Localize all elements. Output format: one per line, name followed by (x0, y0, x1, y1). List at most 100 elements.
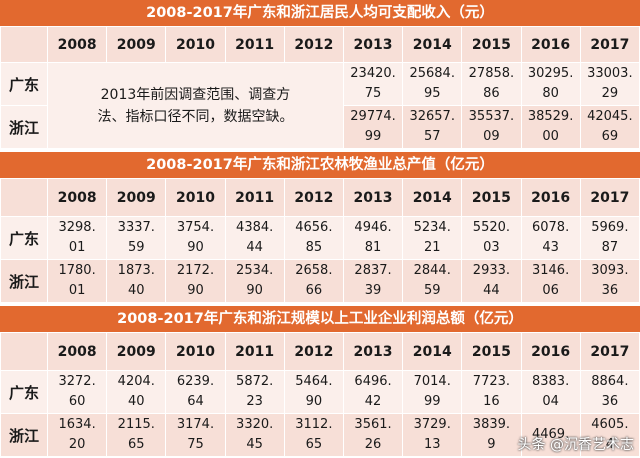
table-row-guangdong: 广东 3272. 60 4204. 40 6239. 64 5872. 23 5464.… (0, 370, 640, 414)
value-cell: 2844. 59 (402, 259, 463, 303)
year-header: 2009 (106, 178, 167, 217)
table-header-row: 2008 2009 2010 2011 2012 2013 2014 2015 … (0, 26, 640, 63)
value-cell: 6239. 64 (165, 370, 226, 414)
value-cell: 1873. 40 (106, 259, 167, 303)
section-title-income: 2008-2017年广东和浙江居民人均可支配收入（元） (0, 0, 640, 26)
value-cell: 5872. 23 (224, 370, 285, 414)
value-cell: 5520. 03 (461, 216, 522, 260)
section-title-agriculture: 2008-2017年广东和浙江农林牧渔业总产值（亿元） (0, 152, 640, 178)
value-cell: 38529. 00 (520, 105, 581, 149)
value-cell: 3298. 01 (46, 216, 108, 260)
year-header: 2014 (402, 26, 463, 63)
year-header: 2013 (342, 178, 404, 217)
value-cell: 2837. 39 (342, 259, 404, 303)
watermark: 头条 @沉香艺术志 (517, 437, 634, 453)
value-cell: 6496. 42 (342, 370, 404, 414)
year-header: 2013 (342, 26, 404, 63)
value-cell: 6078. 43 (520, 216, 581, 260)
note-text: 2013年前因调查范围、调查方法、指标口径不同，数据空缺。 (97, 86, 294, 125)
table-row-zhejiang: 浙江 29774. 99 32657. 57 35537. 09 38529. 00 4… (0, 105, 640, 149)
row-label: 广东 (0, 216, 48, 260)
year-header: 2016 (520, 178, 581, 217)
year-header: 2017 (579, 332, 640, 371)
value-cell: 1780. 01 (46, 259, 108, 303)
value-cell: 5969. 87 (579, 216, 640, 260)
value-cell: 3337. 59 (106, 216, 167, 260)
value-cell: 3272. 60 (46, 370, 108, 414)
year-header: 2008 (46, 178, 108, 217)
value-cell: 42045. 69 (579, 105, 640, 149)
value-cell: 5464. 90 (283, 370, 344, 414)
table-header-row: 2008 2009 2010 2011 2012 2013 2014 2015 … (0, 178, 640, 217)
year-header: 2010 (165, 26, 226, 63)
value-cell: 2658. 66 (283, 259, 344, 303)
value-cell: 3729. 13 (402, 413, 463, 457)
missing-data-note: 2013年前因调查范围、调查方法、指标口径不同，数据空缺。 (47, 62, 344, 149)
year-header: 2008 (46, 26, 108, 63)
year-header: 2016 (520, 332, 581, 371)
value-cell: 27858. 86 (461, 62, 522, 106)
value-cell: 29774. 99 (342, 105, 404, 149)
income-table: 2008 2009 2010 2011 2012 2013 2014 2015 … (0, 26, 640, 149)
year-header: 2009 (106, 26, 167, 63)
year-header: 2012 (283, 332, 344, 371)
value-cell: 25684. 95 (402, 62, 463, 106)
year-header: 2011 (224, 332, 285, 371)
year-header: 2012 (283, 26, 344, 63)
value-cell: 1634. 20 (46, 413, 108, 457)
value-cell: 30295. 80 (520, 62, 581, 106)
year-header: 2011 (224, 26, 285, 63)
year-header: 2016 (520, 26, 581, 63)
value-cell: 2933. 44 (461, 259, 522, 303)
value-cell: 8383. 04 (520, 370, 581, 414)
year-header: 2014 (402, 178, 463, 217)
year-header: 2013 (342, 332, 404, 371)
year-header: 2015 (461, 178, 522, 217)
value-cell: 3754. 90 (165, 216, 226, 260)
value-cell: 8864. 36 (579, 370, 640, 414)
corner-cell (0, 178, 48, 217)
year-header: 2014 (402, 332, 463, 371)
value-cell: 3320. 45 (224, 413, 285, 457)
corner-cell (0, 332, 48, 371)
table-row-guangdong: 广东 3298. 01 3337. 59 3754. 90 4384. 44 4656.… (0, 216, 640, 260)
section-title-industry-profit: 2008-2017年广东和浙江规模以上工业企业利润总额（亿元） (0, 306, 640, 332)
value-cell: 4204. 40 (106, 370, 167, 414)
value-cell: 4656. 85 (283, 216, 344, 260)
value-cell: 3839. 9 (461, 413, 522, 457)
value-cell: 5234. 21 (402, 216, 463, 260)
table-row-zhejiang: 浙江 1634. 20 2115. 65 3174. 75 3320. 45 3112.… (0, 413, 640, 457)
value-cell: 2172. 90 (165, 259, 226, 303)
year-header: 2012 (283, 178, 344, 217)
value-cell: 3112. 65 (283, 413, 344, 457)
year-header: 2009 (106, 332, 167, 371)
table-header-row: 2008 2009 2010 2011 2012 2013 2014 2015 … (0, 332, 640, 371)
row-label: 浙江 (0, 413, 48, 457)
value-cell: 7723. 16 (461, 370, 522, 414)
year-header: 2008 (46, 332, 108, 371)
value-cell: 33003. 29 (579, 62, 640, 106)
row-label: 浙江 (0, 105, 48, 149)
value-cell: 3561. 26 (342, 413, 404, 457)
value-cell: 4946. 81 (342, 216, 404, 260)
value-cell: 3093. 36 (579, 259, 640, 303)
row-label: 浙江 (0, 259, 48, 303)
year-header: 2010 (165, 332, 226, 371)
year-header: 2015 (461, 26, 522, 63)
corner-cell (0, 26, 48, 63)
value-cell: 32657. 57 (402, 105, 463, 149)
value-cell: 3146. 06 (520, 259, 581, 303)
value-cell: 23420. 75 (342, 62, 404, 106)
year-header: 2015 (461, 332, 522, 371)
value-cell: 4384. 44 (224, 216, 285, 260)
year-header: 2011 (224, 178, 285, 217)
value-cell: 7014. 99 (402, 370, 463, 414)
table-row-guangdong: 广东 2013年前因调查范围、调查方法、指标口径不同，数据空缺。 23420. 7… (0, 62, 640, 149)
year-header: 2010 (165, 178, 226, 217)
year-header: 2017 (579, 178, 640, 217)
row-label: 广东 (0, 370, 48, 414)
value-cell: 35537. 09 (461, 105, 522, 149)
value-cell: 2534. 90 (224, 259, 285, 303)
value-cell: 2115. 65 (106, 413, 167, 457)
